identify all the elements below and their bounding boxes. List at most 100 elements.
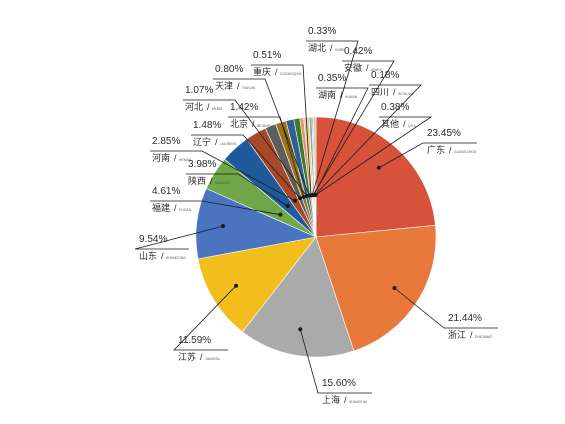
slice-separator: / — [252, 119, 255, 129]
slice-separator: / — [210, 176, 213, 186]
slice-region-name: 重庆 — [253, 66, 271, 77]
slice-pinyin: FUJIAN — [179, 208, 192, 212]
slice-percentage: 23.45% — [427, 128, 461, 139]
pie-label-shanghai: 15.60% 上海 / SHANGHAI — [298, 327, 372, 405]
slice-percentage: 9.54% — [139, 234, 167, 245]
slice-pinyin: CHONGQING — [280, 72, 302, 76]
leader-dot — [278, 212, 283, 217]
slice-pinyin: QITA — [408, 124, 417, 128]
slice-percentage: 0.35% — [318, 73, 346, 84]
pie-slice-zhejiang — [315, 225, 437, 352]
slice-region-name: 河北 — [185, 101, 203, 112]
slice-region-name: 四川 — [371, 87, 389, 97]
pie-slices — [195, 116, 437, 358]
leader-dot — [221, 224, 226, 229]
slice-percentage: 15.60% — [322, 378, 356, 389]
pie-slice-guangzhou — [315, 116, 436, 238]
leader-line — [150, 200, 281, 216]
slice-separator: / — [174, 153, 177, 163]
pie-label-liaoning: 1.48%辽宁 / LIAONING — [191, 120, 303, 201]
slice-percentage: 1.42% — [230, 102, 258, 113]
slice-separator: / — [161, 251, 164, 261]
slice-region-name: 福建 — [152, 202, 170, 213]
leader-line — [186, 173, 288, 207]
slice-separator: / — [366, 63, 369, 73]
leader-line — [378, 142, 477, 169]
leader-line — [306, 40, 359, 196]
slice-percentage: 3.98% — [188, 159, 216, 170]
slice-region-name: 陕西 — [188, 175, 206, 186]
slice-percentage: 2.85% — [152, 136, 180, 147]
slice-pinyin: HUNAN — [345, 95, 358, 99]
slice-separator: / — [344, 395, 347, 405]
slice-percentage: 1.07% — [185, 85, 213, 96]
slice-percentage: 11.59% — [178, 335, 211, 346]
pie-label-shandong: 9.54% 山东 / SHANDONG — [134, 224, 226, 261]
leader-line — [134, 225, 224, 250]
leader-dot — [292, 198, 297, 203]
leader-line — [394, 287, 498, 329]
slice-region-name: 广东 — [427, 144, 445, 155]
slice-pinyin: ANHUI — [371, 68, 382, 72]
slice-pinyin: ZHEJIANG — [475, 335, 492, 339]
pie-label-hebei: 1.07%河北 / HEBEI — [183, 85, 309, 199]
slice-pinyin: SHAANXI — [215, 181, 230, 185]
slice-pinyin: GUANGZHOU — [454, 150, 477, 154]
slice-percentage: 4.61% — [152, 186, 180, 197]
leader-dot — [298, 327, 303, 332]
leader-line — [150, 150, 296, 202]
leader-line — [191, 134, 301, 199]
pie-label-beijing: 1.42% 北京 / BEIJING — [228, 102, 306, 199]
slice-separator: / — [275, 67, 278, 77]
slice-separator: / — [207, 102, 210, 112]
pie-slice-qita — [312, 116, 317, 238]
slice-percentage: 1.48% — [193, 120, 221, 131]
slice-region-name: 河南 — [152, 152, 170, 163]
slice-separator: / — [237, 81, 240, 91]
slice-region-name: 辽宁 — [193, 136, 211, 147]
leader-line — [173, 285, 237, 351]
slice-pinyin: SICHUAN — [398, 92, 414, 96]
pie-slice-shanghai — [242, 236, 355, 358]
slice-percentage: 0.42% — [344, 46, 372, 57]
slice-region-name: 北京 — [230, 118, 248, 129]
slice-pinyin: SHANGHAI — [349, 400, 367, 404]
slice-percentage: 0.33% — [308, 26, 336, 37]
slice-pinyin: TIANJIN — [242, 86, 256, 90]
slice-region-name: 江苏 — [178, 351, 196, 362]
slice-percentage: 0.38% — [381, 102, 409, 113]
slice-separator: / — [449, 145, 452, 155]
pie-label-zhejiang: 21.44% 浙江 / ZHEJIANG — [392, 285, 498, 340]
slice-separator: / — [200, 352, 203, 362]
slice-separator: / — [340, 90, 343, 100]
slice-separator: / — [393, 87, 396, 97]
slice-percentage: 0.51% — [253, 50, 281, 61]
pie-label-shaanxi: 3.98% 陕西 / SHAANXI — [186, 159, 290, 208]
slice-pinyin: BEIJING — [257, 124, 271, 128]
pie-label-qita: 0.38% 其他 / QITA — [313, 102, 433, 197]
leader-line — [312, 60, 395, 196]
leader-line — [314, 84, 422, 196]
slice-region-name: 湖南 — [318, 89, 336, 100]
leader-line — [251, 64, 312, 196]
leader-line — [315, 116, 433, 196]
pie-label-henan: 2.85%河南 / HENAN — [150, 136, 297, 203]
leader-line — [313, 87, 369, 196]
slice-region-name: 湖北 — [308, 43, 326, 53]
leader-line — [299, 329, 372, 394]
slice-separator: / — [403, 119, 406, 129]
slice-percentage: 21.44% — [448, 313, 482, 324]
leader-line — [183, 99, 308, 197]
slice-region-name: 天津 — [215, 81, 233, 91]
slice-percentage: 0.80% — [215, 64, 243, 75]
slice-separator: / — [174, 203, 177, 213]
pie-label-jiangsu: 11.59% 江苏 / JIANGSU — [173, 283, 239, 362]
pie-slice-jiangsu — [197, 236, 317, 333]
slice-separator: / — [470, 330, 473, 340]
slice-pinyin: SHANDONG — [166, 256, 186, 260]
slice-region-name: 安徽 — [344, 62, 362, 73]
slice-region-name: 其他 — [381, 118, 399, 129]
slice-region-name: 浙江 — [448, 329, 466, 340]
